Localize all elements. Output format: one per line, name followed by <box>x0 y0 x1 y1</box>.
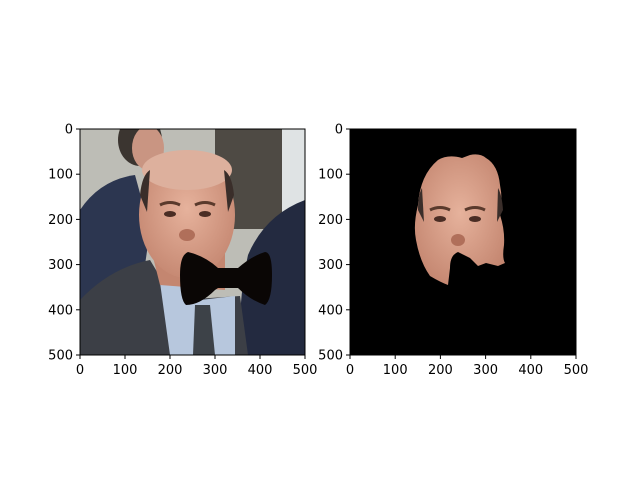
left-axes-frame <box>79 128 306 356</box>
left-x-tick-label: 0 <box>76 363 84 378</box>
left-x-tick-label: 100 <box>113 363 138 378</box>
left-y-tick-label: 300 <box>48 258 73 273</box>
left-x-tick-label: 500 <box>293 363 318 378</box>
right-y-tick-label: 200 <box>318 213 343 228</box>
right-y-tick-label: 500 <box>318 349 343 364</box>
left-y-tick-label: 0 <box>65 123 73 138</box>
bow-tie-mask <box>180 252 272 305</box>
left-y-tick-label: 100 <box>48 168 73 183</box>
right-x-tick-label: 300 <box>473 363 498 378</box>
right-x-tick-label: 200 <box>428 363 453 378</box>
right-axes-frame <box>349 128 577 356</box>
left-y-tick-label: 500 <box>48 349 73 364</box>
left-x-tick-label: 400 <box>248 363 273 378</box>
right-image-segmentation <box>350 129 576 355</box>
right-y-tick-label: 0 <box>335 123 343 138</box>
right-x-tick-label: 400 <box>518 363 543 378</box>
left-y-tick-label: 400 <box>48 303 73 318</box>
right-y-tick-label: 300 <box>318 258 343 273</box>
left-x-tick-label: 200 <box>158 363 183 378</box>
left-y-tick-label: 200 <box>48 213 73 228</box>
left-image-photo <box>80 129 305 355</box>
right-x-tick-label: 0 <box>346 363 354 378</box>
right-x-tick-label: 100 <box>383 363 408 378</box>
right-y-tick-label: 100 <box>318 168 343 183</box>
right-x-tick-label: 500 <box>564 363 589 378</box>
left-x-tick-label: 300 <box>203 363 228 378</box>
right-y-tick-label: 400 <box>318 303 343 318</box>
